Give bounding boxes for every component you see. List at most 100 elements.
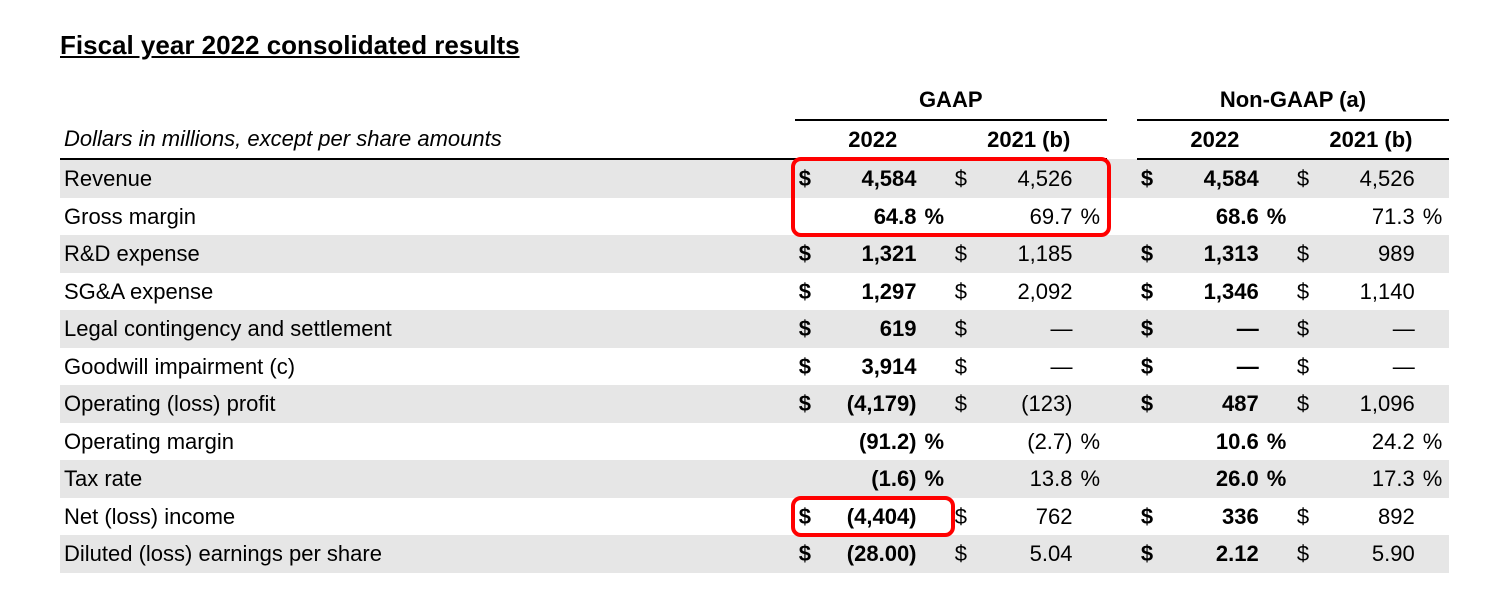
value-cell: 762	[981, 498, 1077, 536]
value-cell: 5.04	[981, 535, 1077, 573]
column-gap	[1107, 498, 1137, 536]
value-cell: 5.90	[1323, 535, 1419, 573]
subhead: Dollars in millions, except per share am…	[60, 120, 795, 160]
table-row: Goodwill impairment (c)$3,914$—$—$—	[60, 348, 1449, 386]
column-gap	[1107, 235, 1137, 273]
value-cell: 1,185	[981, 235, 1077, 273]
column-gap	[1107, 348, 1137, 386]
unit-cell: %	[1419, 460, 1449, 498]
row-label: Legal contingency and settlement	[60, 310, 795, 348]
currency-symbol: $	[951, 498, 981, 536]
unit-cell	[1419, 159, 1449, 198]
unit-cell	[1077, 498, 1107, 536]
currency-symbol: $	[951, 310, 981, 348]
value-cell: 1,313	[1167, 235, 1263, 273]
column-gap	[1107, 273, 1137, 311]
financial-results-page: Fiscal year 2022 consolidated results GA…	[0, 0, 1509, 603]
value-cell: —	[1167, 348, 1263, 386]
value-cell: 1,297	[825, 273, 921, 311]
year-header-gaap-2022: 2022	[795, 120, 951, 160]
unit-cell	[1263, 273, 1293, 311]
currency-symbol: $	[1137, 535, 1167, 573]
unit-cell	[921, 159, 951, 198]
table-row: Diluted (loss) earnings per share $ (28.00…	[60, 535, 1449, 573]
currency-symbol	[795, 198, 825, 236]
unit-cell: %	[1419, 198, 1449, 236]
unit-cell: %	[1263, 198, 1293, 236]
currency-symbol: $	[1137, 498, 1167, 536]
unit-cell	[1419, 385, 1449, 423]
currency-symbol: $	[1293, 348, 1323, 386]
value-cell: —	[981, 310, 1077, 348]
row-label: Tax rate	[60, 460, 795, 498]
unit-cell	[921, 498, 951, 536]
unit-cell	[1077, 310, 1107, 348]
currency-symbol: $	[795, 235, 825, 273]
currency-symbol: $	[1293, 385, 1323, 423]
year-header-ng-2021: 2021 (b)	[1293, 120, 1449, 160]
currency-symbol: $	[1137, 159, 1167, 198]
value-cell: (4,179)	[825, 385, 921, 423]
unit-cell: %	[1263, 460, 1293, 498]
unit-cell	[921, 535, 951, 573]
column-gap	[1107, 535, 1137, 573]
value-cell: 336	[1167, 498, 1263, 536]
row-label: Diluted (loss) earnings per share	[60, 535, 795, 573]
currency-symbol: $	[1137, 310, 1167, 348]
value-cell: 17.3	[1323, 460, 1419, 498]
value-cell: 892	[1323, 498, 1419, 536]
unit-cell	[1263, 385, 1293, 423]
currency-symbol: $	[1293, 235, 1323, 273]
value-cell: 1,096	[1323, 385, 1419, 423]
value-cell: 68.6	[1167, 198, 1263, 236]
value-cell: —	[1323, 310, 1419, 348]
currency-symbol: $	[951, 385, 981, 423]
unit-cell	[921, 235, 951, 273]
value-cell: 26.0	[1167, 460, 1263, 498]
currency-symbol: $	[1137, 235, 1167, 273]
currency-symbol	[1137, 423, 1167, 461]
currency-symbol: $	[795, 348, 825, 386]
value-cell: (28.00)	[825, 535, 921, 573]
column-gap	[1107, 159, 1137, 198]
unit-cell	[1263, 310, 1293, 348]
table-row: R&D expense$1,321$1,185$1,313$989	[60, 235, 1449, 273]
value-cell: (4,404)	[825, 498, 921, 536]
value-cell: 619	[825, 310, 921, 348]
value-cell: (2.7)	[981, 423, 1077, 461]
table-row: Operating margin(91.2)%(2.7)%10.6%24.2%	[60, 423, 1449, 461]
currency-symbol: $	[1293, 273, 1323, 311]
currency-symbol: $	[951, 348, 981, 386]
table-row: Legal contingency and settlement$619$—$—…	[60, 310, 1449, 348]
value-cell: —	[1167, 310, 1263, 348]
row-label: Gross margin	[60, 198, 795, 236]
unit-cell	[921, 310, 951, 348]
value-cell: (123)	[981, 385, 1077, 423]
year-header-ng-2022: 2022	[1137, 120, 1293, 160]
unit-cell	[1263, 348, 1293, 386]
unit-cell	[1419, 235, 1449, 273]
row-label: R&D expense	[60, 235, 795, 273]
currency-symbol: $	[951, 535, 981, 573]
currency-symbol: $	[1293, 310, 1323, 348]
value-cell: 3,914	[825, 348, 921, 386]
column-gap	[1107, 460, 1137, 498]
unit-cell	[1077, 235, 1107, 273]
row-label: Operating (loss) profit	[60, 385, 795, 423]
row-label: Goodwill impairment (c)	[60, 348, 795, 386]
currency-symbol	[951, 460, 981, 498]
currency-symbol: $	[951, 159, 981, 198]
currency-symbol: $	[795, 159, 825, 198]
unit-cell	[921, 348, 951, 386]
table-row: Gross margin64.8%69.7%68.6%71.3%	[60, 198, 1449, 236]
unit-cell	[1419, 498, 1449, 536]
value-cell: 4,584	[825, 159, 921, 198]
column-gap	[1107, 385, 1137, 423]
currency-symbol: $	[1137, 385, 1167, 423]
table-row: Tax rate(1.6)%13.8%26.0%17.3%	[60, 460, 1449, 498]
unit-cell	[1077, 273, 1107, 311]
unit-cell: %	[1419, 423, 1449, 461]
currency-symbol	[1293, 198, 1323, 236]
unit-cell	[1263, 159, 1293, 198]
currency-symbol	[795, 423, 825, 461]
